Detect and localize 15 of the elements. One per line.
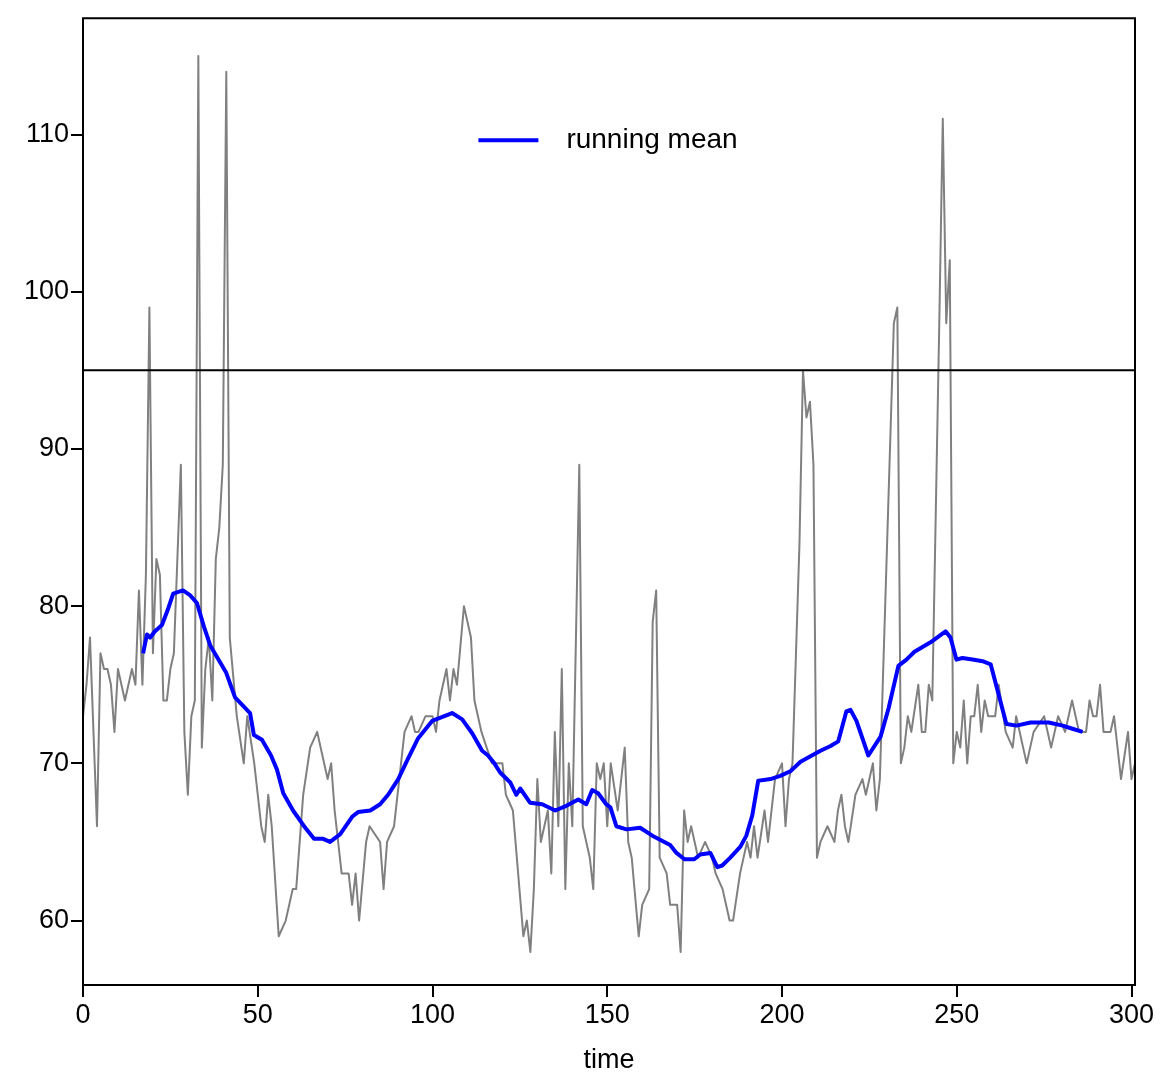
- x-tick-label: 200: [759, 998, 805, 1029]
- x-tick-label: 50: [242, 998, 273, 1029]
- x-tick-label: 300: [1108, 998, 1155, 1029]
- y-tick-label: 110: [25, 117, 69, 148]
- x-axis-title: time: [583, 1044, 635, 1075]
- y-tick-label: 80: [38, 589, 69, 620]
- x-tick-label: 100: [409, 998, 456, 1029]
- x-tick-label: 150: [584, 998, 630, 1029]
- y-tick-label: 60: [38, 904, 69, 934]
- y-tick-label: 70: [38, 746, 69, 777]
- y-tick-label: 90: [38, 432, 69, 463]
- legend-label: running mean: [566, 122, 738, 154]
- x-tick-label: 0: [75, 998, 91, 1029]
- x-tick-label: 250: [934, 998, 980, 1029]
- y-tick-label: 100: [23, 275, 69, 306]
